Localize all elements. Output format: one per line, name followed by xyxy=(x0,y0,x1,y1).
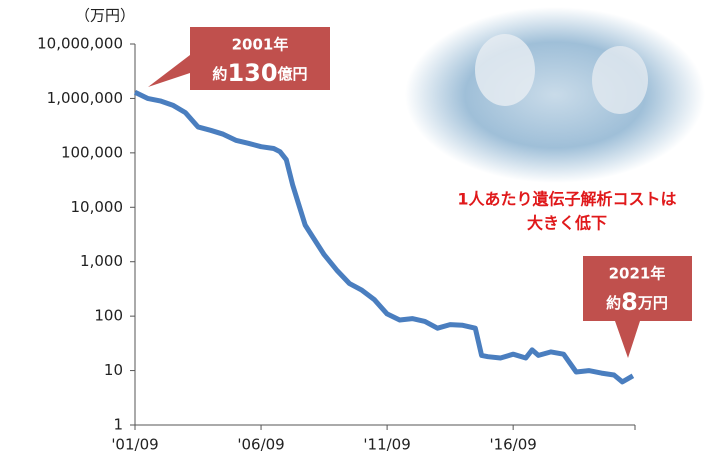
y-tick-label: 100,000 xyxy=(61,143,123,161)
callout: 2001年 約130億円 2021年 約8万円 xyxy=(148,27,692,358)
callout-prefix: 約 xyxy=(212,65,227,83)
y-tick-label: 10,000,000 xyxy=(37,35,123,53)
callout-cost: 約130億円 xyxy=(212,59,307,87)
callout-amount: 8 xyxy=(621,288,638,316)
y-tick-label: 1,000,000 xyxy=(47,89,123,107)
x-tick-label: '16/09 xyxy=(489,436,536,454)
unit-label: （万円） xyxy=(75,7,135,25)
callout-year: 2021年 xyxy=(609,265,666,283)
x-tick-label: '11/09 xyxy=(363,436,410,454)
x-tick-label: '01/09 xyxy=(111,436,158,454)
caption: 1人あたり遺伝子解析コストは xyxy=(457,190,676,209)
photo-figure xyxy=(475,34,535,106)
line-series xyxy=(133,89,635,385)
y-tick-label: 10 xyxy=(104,361,123,379)
y-tick-label: 100 xyxy=(94,307,123,325)
y-tick-label: 1 xyxy=(113,416,123,434)
y-tick-label: 1,000 xyxy=(80,252,123,270)
callout-prefix: 約 xyxy=(606,294,621,312)
callout-suffix: 億円 xyxy=(278,65,308,83)
callout-cost: 約8万円 xyxy=(606,288,668,316)
caption: 大きく低下 xyxy=(527,214,607,233)
callout-amount: 130 xyxy=(227,59,277,87)
x-tick-label: '06/09 xyxy=(237,436,284,454)
y-tick-label: 10,000 xyxy=(71,198,124,216)
callout-box xyxy=(148,27,330,90)
callout-box xyxy=(583,256,692,358)
callout-suffix: 万円 xyxy=(637,294,668,312)
lab-photo xyxy=(405,7,705,183)
callout-year: 2001年 xyxy=(232,36,289,54)
photo-figure xyxy=(592,46,648,114)
